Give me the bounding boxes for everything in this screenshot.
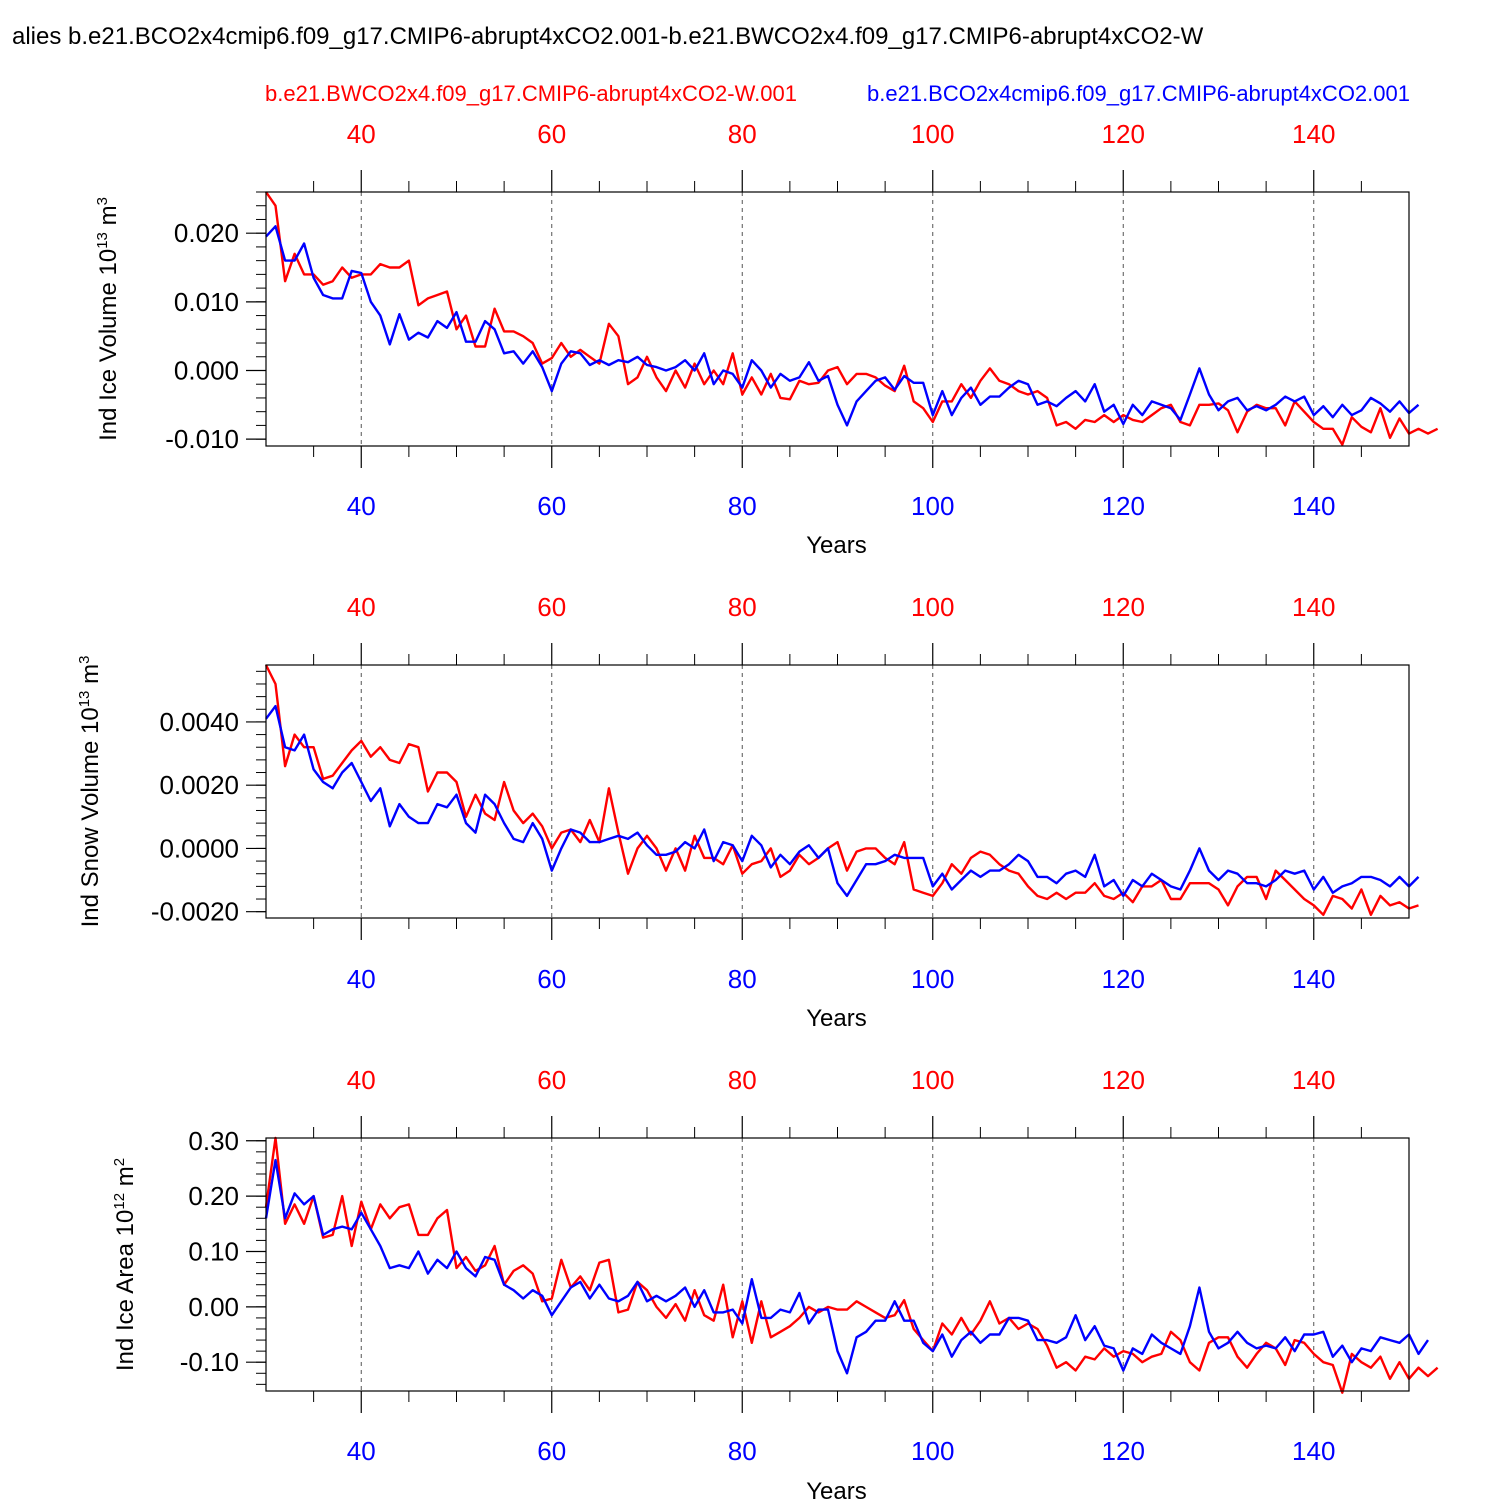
- x-tick-label-bottom: 40: [347, 964, 376, 994]
- y-tick-label: 0.0040: [159, 707, 239, 737]
- x-tick-label-top: 40: [347, 592, 376, 622]
- x-tick-label-bottom: 40: [347, 491, 376, 521]
- y-axis-title: Ind Snow Volume 1013 m3: [76, 656, 104, 928]
- x-tick-label-top: 140: [1292, 119, 1335, 149]
- x-tick-label-top: 100: [911, 592, 954, 622]
- x-tick-label-bottom: 120: [1102, 491, 1145, 521]
- x-tick-label-top: 140: [1292, 1065, 1335, 1095]
- y-tick-label: -0.10: [180, 1347, 239, 1377]
- x-tick-label-top: 80: [728, 119, 757, 149]
- y-tick-label: 0.00: [188, 1292, 239, 1322]
- x-tick-label-top: 140: [1292, 592, 1335, 622]
- y-tick-label: 0.000: [174, 355, 239, 385]
- x-tick-label-top: 60: [537, 1065, 566, 1095]
- series-line-blue: [264, 1158, 1429, 1375]
- x-tick-label-top: 60: [537, 119, 566, 149]
- x-tick-label-top: 80: [728, 592, 757, 622]
- y-tick-label: 0.20: [188, 1181, 239, 1211]
- series-line-red: [264, 1136, 1439, 1394]
- x-tick-label-top: 40: [347, 1065, 376, 1095]
- y-axis-title: Ind Ice Area 1012 m2: [111, 1158, 139, 1371]
- x-tick-label-bottom: 60: [537, 1436, 566, 1466]
- x-tick-label-bottom: 120: [1102, 964, 1145, 994]
- x-tick-label-bottom: 60: [537, 491, 566, 521]
- x-tick-label-bottom: 140: [1292, 1436, 1335, 1466]
- x-tick-label-bottom: 100: [911, 964, 954, 994]
- x-tick-label-top: 60: [537, 592, 566, 622]
- y-tick-label: 0.020: [174, 218, 239, 248]
- x-tick-label-top: 120: [1102, 592, 1145, 622]
- x-tick-label-bottom: 100: [911, 1436, 954, 1466]
- series-line-red: [264, 664, 1419, 916]
- x-tick-label-bottom: 120: [1102, 1436, 1145, 1466]
- x-tick-label-bottom: 100: [911, 491, 954, 521]
- y-tick-label: 0.0020: [159, 770, 239, 800]
- x-tick-label-bottom: 80: [728, 491, 757, 521]
- x-axis-title: Years: [806, 532, 867, 559]
- series-line-red: [265, 191, 1439, 446]
- series-line-blue: [265, 225, 1420, 427]
- y-tick-label: 0.30: [188, 1126, 239, 1156]
- figure-title: alies b.e21.BCO2x4cmip6.f09_g17.CMIP6-ab…: [12, 23, 1204, 50]
- x-tick-label-top: 100: [911, 1065, 954, 1095]
- y-tick-label: -0.010: [165, 424, 239, 454]
- panel-ice-volume: 40 40 60 60 80 80 100 100 120 120 140 140 0.020 0.010…: [94, 119, 1439, 559]
- x-axis-title: Years: [806, 1478, 867, 1500]
- x-axis-title: Years: [806, 1005, 867, 1032]
- panel-snow-volume: 40 40 60 60 80 80 100 100 120 120 140 140 0.0040 0.00…: [76, 592, 1420, 1032]
- x-tick-label-bottom: 60: [537, 964, 566, 994]
- legend-blue-label: b.e21.BCO2x4cmip6.f09_g17.CMIP6-abrupt4x…: [867, 81, 1410, 106]
- legend-red-label: b.e21.BWCO2x4.f09_g17.CMIP6-abrupt4xCO2-…: [265, 81, 797, 106]
- x-tick-label-bottom: 40: [347, 1436, 376, 1466]
- y-axis-title: Ind Ice Volume 1013 m3: [94, 197, 122, 441]
- x-tick-label-bottom: 80: [728, 964, 757, 994]
- y-tick-label: 0.0000: [159, 833, 239, 863]
- y-tick-label: 0.010: [174, 287, 239, 317]
- x-tick-label-bottom: 80: [728, 1436, 757, 1466]
- y-tick-label: 0.10: [188, 1236, 239, 1266]
- x-tick-label-top: 80: [728, 1065, 757, 1095]
- x-tick-label-top: 40: [347, 119, 376, 149]
- series-line-blue: [265, 704, 1420, 898]
- y-tick-label: -0.0020: [151, 897, 239, 927]
- x-tick-label-bottom: 140: [1292, 491, 1335, 521]
- panel-ice-area: 40 40 60 60 80 80 100 100 120 120 140 140 0.30 0.20 0.…: [111, 1065, 1439, 1500]
- x-tick-label-top: 120: [1102, 119, 1145, 149]
- x-tick-label-top: 120: [1102, 1065, 1145, 1095]
- x-tick-label-bottom: 140: [1292, 964, 1335, 994]
- x-tick-label-top: 100: [911, 119, 954, 149]
- plot-frame: [265, 191, 1410, 447]
